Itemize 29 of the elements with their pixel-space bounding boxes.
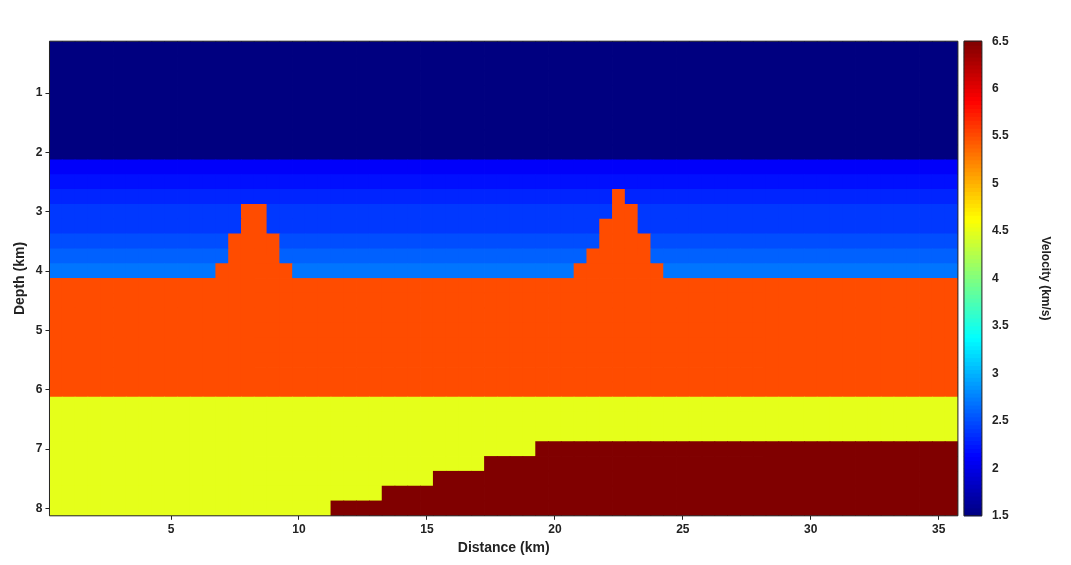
color-bar-title: Velocity (km/s) xyxy=(1039,236,1054,321)
color-bar-label: 3 xyxy=(991,365,999,380)
x-tick-label: 5 xyxy=(167,522,175,537)
color-bar-label: 2.5 xyxy=(991,413,1009,428)
x-tick-label: 30 xyxy=(804,522,818,537)
color-bar-label: 3.5 xyxy=(991,318,1009,333)
color-bar-label: 4 xyxy=(991,270,999,285)
x-tick-label: 20 xyxy=(548,522,562,537)
y-axis-title: Depth (km) xyxy=(11,241,28,316)
y-tick-label: 6 xyxy=(35,382,43,397)
y-tick-label: 4 xyxy=(35,263,43,278)
color-bar-label: 5.5 xyxy=(991,128,1009,143)
x-tick-label: 10 xyxy=(292,522,306,537)
x-tick-label: 35 xyxy=(932,522,946,537)
color-bar-label: 2 xyxy=(991,460,999,475)
color-bar-label: 4.5 xyxy=(991,223,1009,238)
x-axis-title: Distance (km) xyxy=(457,539,550,556)
color-bar-label: 1.5 xyxy=(991,508,1009,523)
color-bar-label: 6 xyxy=(991,80,999,95)
y-tick-label: 2 xyxy=(35,144,43,159)
y-tick-label: 1 xyxy=(35,85,43,100)
x-tick-label: 15 xyxy=(420,522,434,537)
y-tick-label: 3 xyxy=(35,204,43,219)
y-tick-label: 8 xyxy=(35,500,43,515)
y-tick-label: 5 xyxy=(35,322,43,337)
x-tick-label: 25 xyxy=(676,522,690,537)
y-tick-label: 7 xyxy=(35,441,43,456)
color-bar-label: 6.5 xyxy=(991,33,1009,48)
color-bar-label: 5 xyxy=(991,175,999,190)
